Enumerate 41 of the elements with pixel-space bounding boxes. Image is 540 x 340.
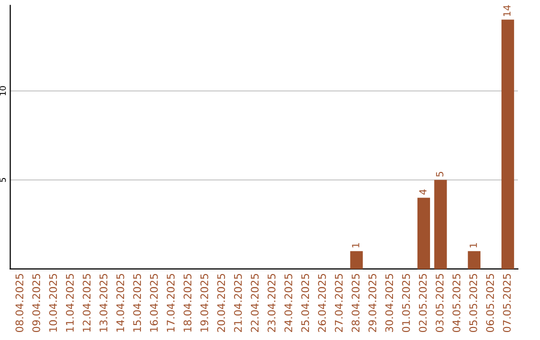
x-tick-label: 06.05.2025 <box>486 274 494 332</box>
x-tick-label: 11.04.2025 <box>66 274 74 332</box>
data-label: 5 <box>436 172 444 176</box>
x-tick-label: 24.04.2025 <box>284 274 292 332</box>
x-tick-label: 16.04.2025 <box>150 274 158 332</box>
x-tick-label: 19.04.2025 <box>200 274 208 332</box>
x-tick-label: 07.05.2025 <box>502 274 511 332</box>
data-label: 1 <box>470 243 477 248</box>
data-label: 4 <box>419 189 426 195</box>
x-tick-label: 28.04.2025 <box>352 274 360 332</box>
x-tick-label: 05.05.2025 <box>469 274 478 332</box>
bar <box>350 251 363 269</box>
x-tick-label: 21.04.2025 <box>234 274 242 332</box>
x-tick-label: 30.04.2025 <box>385 274 394 332</box>
bar <box>468 251 480 269</box>
x-tick-label: 04.05.2025 <box>452 274 460 332</box>
x-tick-label: 02.05.2025 <box>418 274 427 332</box>
x-tick-label: 14.04.2025 <box>116 274 124 332</box>
x-tick-label: 29.04.2025 <box>368 274 376 332</box>
x-tick-label: 13.04.2025 <box>100 274 108 332</box>
data-label: 1 <box>352 243 360 248</box>
x-tick-label: 20.04.2025 <box>217 274 226 332</box>
bar <box>434 180 447 269</box>
x-tick-label: 10.04.2025 <box>49 274 57 332</box>
x-tick-label: 09.04.2025 <box>32 274 40 332</box>
x-tick-label: 23.04.2025 <box>268 274 276 332</box>
x-tick-label: 17.04.2025 <box>166 274 175 332</box>
x-tick-label: 22.04.2025 <box>250 274 259 332</box>
x-tick-label: 25.04.2025 <box>301 274 310 332</box>
bar <box>501 20 514 269</box>
x-tick-label: 01.05.2025 <box>402 274 410 332</box>
x-tick-label: 15.04.2025 <box>133 274 142 332</box>
x-tick-label: 27.04.2025 <box>334 274 343 332</box>
x-tick-label: 12.04.2025 <box>82 274 91 332</box>
x-tick-label: 18.04.2025 <box>184 274 192 332</box>
y-tick-label: 10 <box>0 86 6 96</box>
bar <box>417 198 430 269</box>
x-tick-label: 08.04.2025 <box>15 274 24 332</box>
x-tick-label: 26.04.2025 <box>318 274 326 332</box>
data-label: 14 <box>503 5 510 16</box>
x-tick-label: 03.05.2025 <box>436 274 444 332</box>
